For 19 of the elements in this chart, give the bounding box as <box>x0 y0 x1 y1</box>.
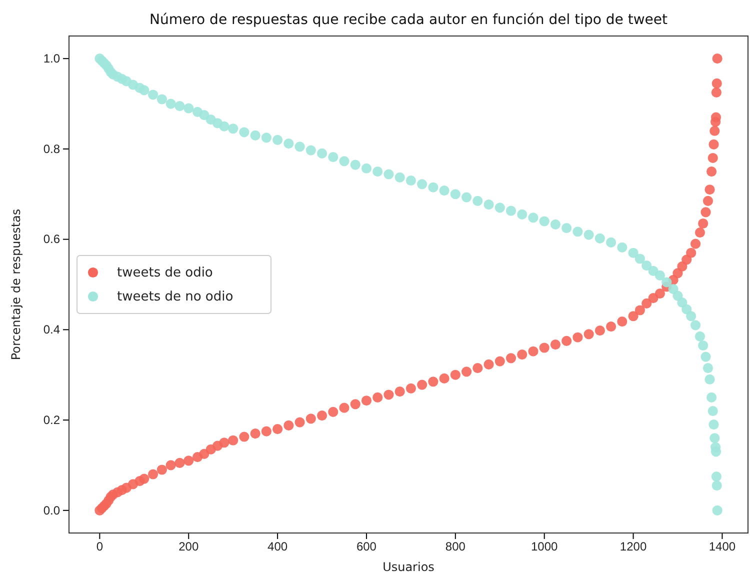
y-tick-label: 0.8 <box>43 142 60 156</box>
y-tick-label: 0.4 <box>43 322 60 337</box>
y-axis-title: Porcentaje de respuestas <box>9 208 23 360</box>
y-tick-label: 1.0 <box>43 51 60 66</box>
x-tick-label: 1000 <box>530 540 558 554</box>
legend-label: tweets de odio <box>117 266 213 280</box>
legend-label: tweets de no odio <box>117 290 234 304</box>
x-tick-label: 0 <box>96 540 104 554</box>
y-tick-label: 0.2 <box>43 412 60 427</box>
chart-title: Número de respuestas que recibe cada autor en función del tipo de tweet <box>150 12 668 28</box>
x-tick-label: 1400 <box>708 540 736 554</box>
x-tick-label: 200 <box>178 540 199 554</box>
x-tick-label: 1200 <box>620 540 647 554</box>
x-tick-label: 400 <box>268 540 288 554</box>
x-tick-label: 600 <box>356 540 377 554</box>
x-axis-title: Usuarios <box>382 560 434 574</box>
y-tick-label: 0.6 <box>43 232 60 246</box>
x-tick-label: 800 <box>445 540 466 554</box>
y-tick-label: 0.0 <box>43 503 60 518</box>
